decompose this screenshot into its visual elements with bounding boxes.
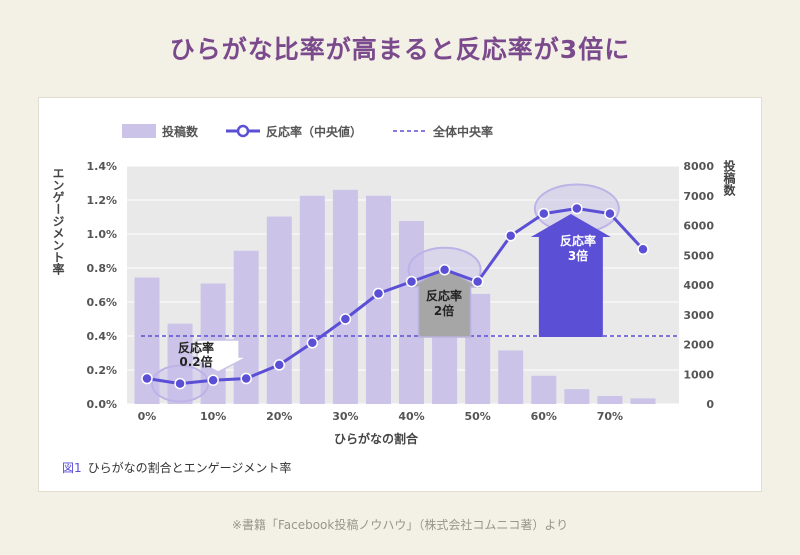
figure-caption: 図1 ひらがなの割合とエンゲージメント率	[62, 459, 291, 476]
y-tick-right: 6000	[683, 220, 714, 233]
y-tick-right: 8000	[683, 160, 714, 173]
y-tick-left: 0.4%	[86, 330, 117, 343]
annotation-1-line2: 0.2倍	[179, 354, 212, 369]
x-tick: 30%	[332, 410, 358, 423]
line-point	[571, 202, 583, 215]
line-point	[273, 359, 286, 371]
y-tick-left: 0.6%	[86, 296, 117, 309]
annotation-3-line2: 3倍	[568, 248, 588, 263]
line-point	[405, 275, 418, 288]
headline: ひらがな比率が高まると反応率が3倍に	[169, 35, 631, 64]
y-tick-left: 1.4%	[86, 160, 117, 173]
y-tick-right: 7000	[683, 190, 714, 203]
line-point	[604, 207, 616, 220]
source-footnote: ※書籍「Facebook投稿ノウハウ」（株式会社コムニコ著）より	[231, 518, 569, 532]
figure-caption-text: ひらがなの割合とエンゲージメント率	[87, 461, 292, 475]
x-tick: 10%	[200, 410, 226, 423]
y-axis-left: 0.0% 0.2% 0.4% 0.6% 0.8% 1.0% 1.2% 1.4%	[86, 160, 117, 411]
down-arrow	[188, 339, 248, 373]
bar	[498, 350, 524, 404]
y-tick-right: 0	[706, 398, 714, 411]
legend-median-label: 全体中央率	[432, 124, 493, 139]
y-tick-left: 0.2%	[86, 364, 117, 377]
y-tick-left: 0.8%	[86, 262, 117, 275]
y-axis-right-title: 投稿数	[722, 159, 736, 197]
y-tick-left: 0.0%	[86, 398, 117, 411]
arrows	[188, 214, 611, 373]
line-point	[306, 337, 319, 349]
line-point	[504, 229, 517, 242]
x-axis-title: ひらがなの割合	[334, 431, 419, 446]
line-point	[637, 243, 649, 256]
x-tick: 40%	[398, 410, 424, 423]
line-point	[207, 374, 219, 386]
x-tick: 50%	[464, 410, 490, 423]
x-axis: 0% 10% 20% 30% 40% 50% 60% 70%	[138, 410, 623, 423]
line-point	[339, 313, 352, 325]
line-point	[438, 263, 451, 276]
bar	[332, 189, 358, 404]
x-tick: 70%	[597, 410, 623, 423]
annotation-2-line2: 2倍	[434, 303, 454, 318]
bar	[266, 216, 292, 404]
legend-line-marker	[236, 124, 250, 138]
line-point	[538, 207, 550, 220]
y-tick-left: 1.0%	[86, 228, 117, 241]
y-tick-right: 4000	[683, 279, 714, 292]
legend-line-label: 反応率（中央値）	[266, 124, 362, 139]
response-rate-polyline	[146, 207, 645, 386]
bar	[531, 375, 557, 404]
x-tick: 20%	[266, 410, 292, 423]
x-tick: 0%	[138, 410, 157, 423]
line-point	[240, 372, 252, 385]
response-rate-line	[141, 202, 649, 390]
up-arrow-large	[530, 214, 611, 337]
legend-bar-label: 投稿数	[162, 124, 199, 139]
y-tick-right: 3000	[683, 309, 714, 322]
y-axis-left-title: エンゲージメント率	[51, 167, 65, 276]
bar	[630, 398, 656, 404]
line-point	[174, 377, 186, 390]
bar	[597, 395, 623, 404]
bar	[299, 195, 325, 404]
annotation-3-line1: 反応率	[560, 233, 596, 248]
y-tick-right: 1000	[683, 368, 714, 381]
figure-number: 図1	[62, 461, 82, 475]
y-tick-right: 5000	[683, 249, 714, 262]
x-tick: 60%	[531, 410, 557, 423]
annotation-1-line1: 反応率	[178, 340, 214, 355]
line-point	[141, 372, 153, 385]
up-arrow-medium	[407, 267, 482, 338]
annotation-2-line1: 反応率	[426, 288, 462, 303]
line-point	[372, 287, 385, 300]
y-axis-right: 0 1000 2000 3000 4000 5000 6000 7000 8000	[683, 160, 714, 411]
bar	[564, 389, 590, 404]
line-point	[471, 275, 484, 288]
bar	[167, 323, 193, 404]
y-tick-right: 2000	[683, 339, 714, 352]
legend-bar-swatch	[122, 124, 156, 138]
y-tick-left: 1.2%	[86, 194, 117, 207]
